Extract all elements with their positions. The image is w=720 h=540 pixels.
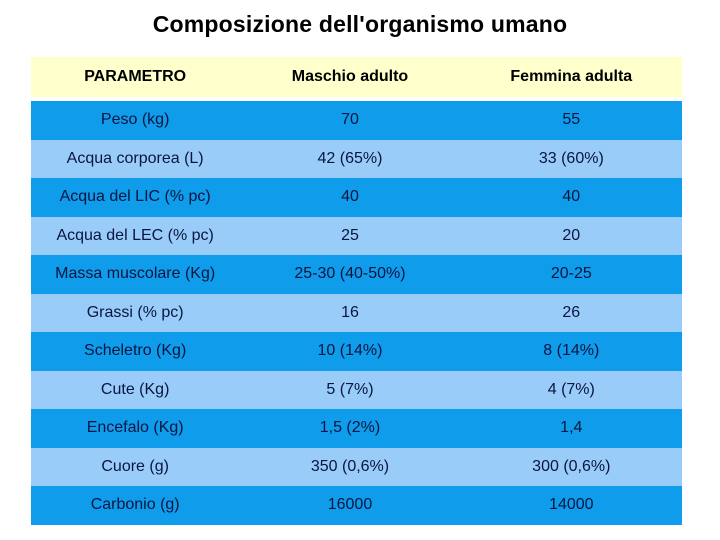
femmina-cell: 300 (0,6%) — [532, 457, 611, 475]
maschio-cell: 25-30 (40-50%) — [294, 265, 406, 283]
femmina-cell: 14000 — [549, 496, 594, 514]
femmina-cell: 26 — [562, 303, 581, 321]
maschio-cell: 1,5 (2%) — [319, 419, 381, 437]
parametro-cell: Encefalo (Kg) — [86, 419, 184, 437]
parametro-cell: Acqua corporea (L) — [66, 149, 204, 167]
maschio-cell: 16000 — [327, 496, 373, 514]
parametro-cell: Carbonio (g) — [90, 496, 180, 514]
column-header-maschio-adulto: Maschio adulto — [291, 68, 409, 85]
table-row: Massa muscolare (Kg) 25-30 (40-50%) 20-2… — [31, 255, 682, 294]
maschio-cell: 42 (65%) — [317, 149, 383, 167]
table-header-row: PARAMETRO Maschio adulto Femmina adulta — [31, 57, 682, 97]
column-header-femmina-adulta: Femmina adulta — [510, 68, 633, 85]
maschio-cell: 40 — [341, 188, 359, 206]
parametro-cell: Scheletro (Kg) — [84, 342, 187, 360]
column-header-parametro: PARAMETRO — [84, 68, 187, 85]
maschio-cell: 10 (14%) — [317, 342, 383, 360]
parametro-cell: Cute (Kg) — [100, 380, 170, 398]
maschio-cell: 5 (7%) — [326, 380, 374, 398]
parametro-cell: Grassi (% pc) — [86, 303, 184, 321]
parametro-cell: Massa muscolare (Kg) — [55, 265, 216, 283]
femmina-cell: 20-25 — [550, 265, 592, 283]
table-row: Cute (Kg) 5 (7%) 4 (7%) — [31, 370, 682, 409]
table-row: Acqua corporea (L) 42 (65%) 33 (60%) — [31, 139, 682, 178]
maschio-cell: 16 — [341, 303, 359, 321]
femmina-cell: 20 — [562, 226, 581, 244]
femmina-cell: 55 — [562, 111, 581, 129]
parametro-cell: Peso (kg) — [100, 111, 170, 129]
table-row: Encefalo (Kg) 1,5 (2%) 1,4 — [31, 409, 682, 448]
table-row: Scheletro (Kg) 10 (14%) 8 (14%) — [31, 332, 682, 371]
maschio-cell: 25 — [341, 226, 359, 244]
maschio-cell: 70 — [341, 111, 359, 129]
parametro-cell: Acqua del LIC (% pc) — [59, 188, 211, 206]
page-title: Composizione dell'organismo umano — [152, 11, 568, 37]
femmina-cell: 8 (14%) — [543, 342, 600, 360]
table-row: Grassi (% pc) 16 26 — [31, 293, 682, 332]
femmina-cell: 4 (7%) — [547, 380, 595, 398]
table-row: Peso (kg) 70 55 — [31, 101, 682, 140]
femmina-cell: 33 (60%) — [538, 149, 604, 167]
femmina-cell: 40 — [562, 188, 581, 206]
composition-table: PARAMETRO Maschio adulto Femmina adulta … — [31, 57, 682, 525]
table-body: Peso (kg) 70 55 Acqua corporea (L) 42 (6… — [31, 101, 682, 525]
table-row: Cuore (g) 350 (0,6%) 300 (0,6%) — [31, 447, 682, 486]
parametro-cell: Acqua del LEC (% pc) — [56, 226, 214, 244]
parametro-cell: Cuore (g) — [101, 457, 169, 475]
table-row: Acqua del LEC (% pc) 25 20 — [31, 216, 682, 255]
maschio-cell: 350 (0,6%) — [310, 457, 390, 475]
table-row: Acqua del LIC (% pc) 40 40 — [31, 178, 682, 217]
femmina-cell: 1,4 — [560, 419, 583, 437]
table-row: Carbonio (g) 16000 14000 — [31, 486, 682, 525]
